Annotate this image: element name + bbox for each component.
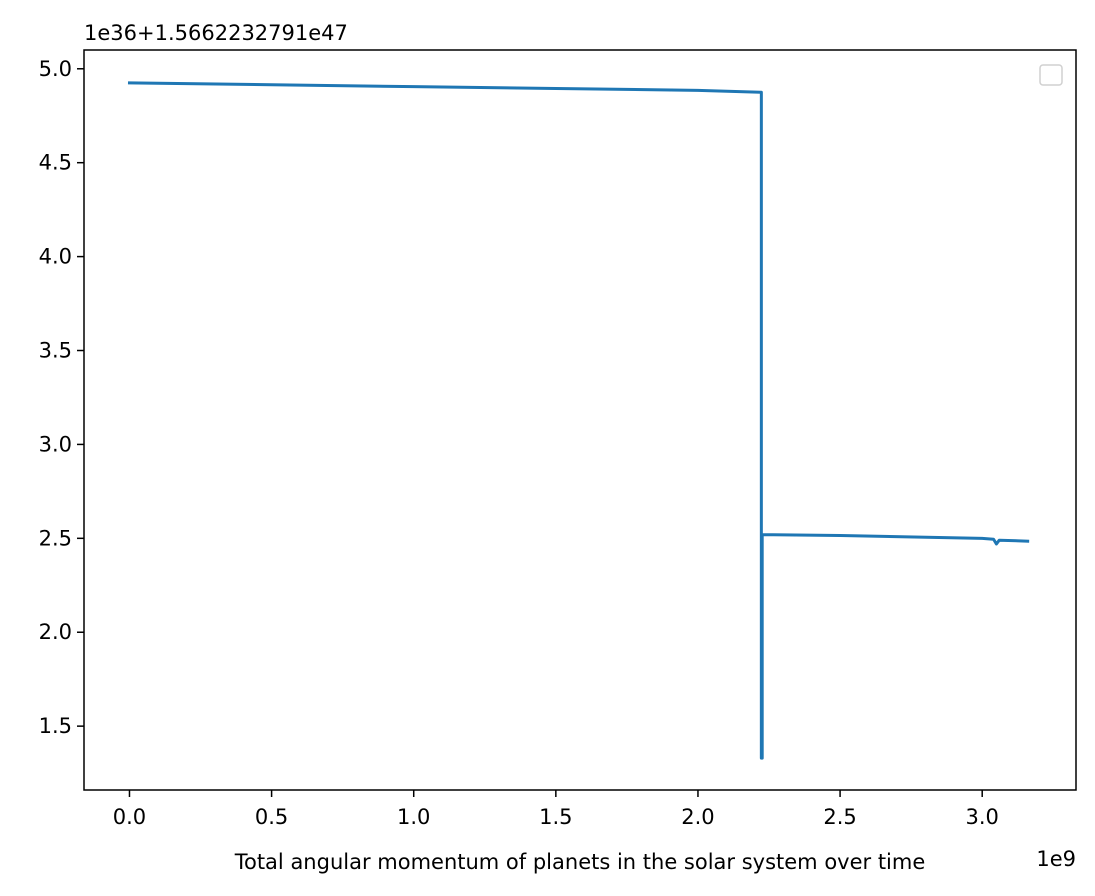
- legend-box: [1039, 64, 1063, 86]
- y-tick-label: 2.0: [39, 620, 72, 644]
- series-line-1: [127, 81, 1030, 760]
- y-tick-label: 1.5: [39, 714, 72, 738]
- y-tick-label: 5.0: [39, 57, 72, 81]
- x-offset-text: 1e9: [1036, 847, 1076, 871]
- legend[interactable]: [1039, 64, 1063, 86]
- x-tick-label: 0.5: [255, 805, 288, 829]
- x-tick-label: 0.0: [113, 805, 146, 829]
- x-axis-label: Total angular momentum of planets in the…: [234, 850, 926, 874]
- x-tick-label: 2.5: [823, 805, 856, 829]
- x-axis: 0.0 0.5 1.0 1.5 2.0 2.5 3.0: [113, 790, 999, 829]
- y-tick-label: 4.5: [39, 151, 72, 175]
- x-tick-label: 2.0: [681, 805, 714, 829]
- y-axis: 1.5 2.0 2.5 3.0 3.5 4.0 4.5 5.0: [39, 57, 84, 738]
- axes-frame: [83, 49, 1077, 791]
- y-tick-label: 2.5: [39, 526, 72, 550]
- x-tick-label: 3.0: [965, 805, 998, 829]
- y-offset-text: 1e36+1.5662232791e47: [84, 21, 348, 45]
- plot-area: [127, 81, 1030, 760]
- y-tick-label: 4.0: [39, 245, 72, 269]
- y-tick-label: 3.5: [39, 339, 72, 363]
- x-tick-label: 1.5: [539, 805, 572, 829]
- y-tick-label: 3.0: [39, 432, 72, 456]
- x-tick-label: 1.0: [397, 805, 430, 829]
